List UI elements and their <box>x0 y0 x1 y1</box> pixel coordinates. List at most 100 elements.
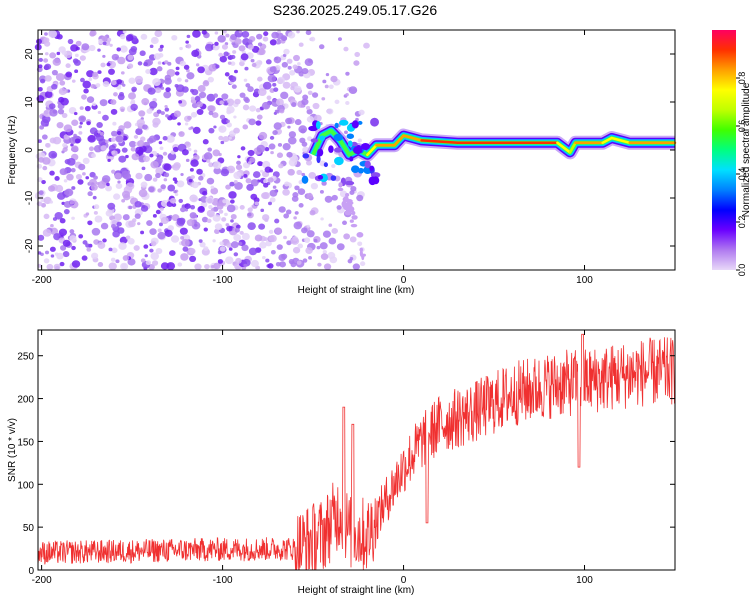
spectrogram-noise-blob <box>42 165 48 171</box>
spectrogram-noise-blob <box>296 30 300 34</box>
spectrogram-noise-blob <box>92 71 99 78</box>
spectrogram-noise-blob <box>200 201 208 208</box>
spectrogram-noise-blob <box>122 214 130 221</box>
spectrogram-xtick-label: 0 <box>401 275 407 286</box>
spectrogram-noise-blob <box>187 115 192 121</box>
spectrogram-onset-blob <box>334 156 344 166</box>
spectrogram-noise-blob <box>180 173 184 177</box>
spectrogram-noise-blob <box>233 252 239 257</box>
spectrogram-noise-blob <box>117 180 121 184</box>
spectrogram-noise-blob <box>70 167 76 173</box>
spectrogram-noise-blob <box>144 254 148 258</box>
spectrogram-noise-blob <box>284 181 290 187</box>
spectrogram-noise-blob <box>100 222 109 230</box>
spectrogram-noise-blob <box>293 85 302 93</box>
spectrogram-noise-blob <box>178 198 184 203</box>
spectrogram-noise-blob <box>49 200 54 204</box>
spectrogram-noise-blob <box>140 205 149 212</box>
spectrogram-noise-blob <box>157 228 162 233</box>
spectrogram-noise-blob <box>63 200 72 208</box>
spectrogram-noise-blob <box>210 185 215 189</box>
spectrogram-noise-blob <box>345 92 349 97</box>
spectrogram-noise-blob <box>71 260 81 268</box>
spectrogram-noise-blob <box>74 53 79 58</box>
spectrogram-onset-blob <box>344 180 355 186</box>
spectrogram-noise-blob <box>136 118 145 127</box>
spectrogram-noise-blob <box>79 55 86 61</box>
spectrogram-track-core <box>366 143 378 157</box>
spectrogram-noise-blob <box>102 54 106 58</box>
spectrogram-noise-blob <box>296 260 302 265</box>
spectrogram-noise-blob <box>60 245 67 251</box>
spectrogram-noise-blob <box>266 95 272 100</box>
spectrogram-noise-blob <box>348 86 358 94</box>
spectrogram-noise-blob <box>119 45 128 53</box>
spectrogram-noise-blob <box>306 115 315 123</box>
spectrogram-noise-blob <box>164 107 170 112</box>
spectrogram-noise-blob <box>123 121 132 129</box>
spectrogram-onset-blob <box>368 176 377 186</box>
spectrogram-noise-blob <box>186 72 195 80</box>
spectrogram-noise-blob <box>198 175 204 181</box>
spectrogram-noise-blob <box>121 170 131 179</box>
spectrogram-noise-blob <box>226 225 233 232</box>
spectrogram-onset-blob <box>346 133 355 139</box>
spectrogram-noise-blob <box>108 247 113 252</box>
spectrogram-noise-blob <box>213 167 222 175</box>
spectrogram-noise-blob <box>181 149 189 156</box>
spectrogram-noise-blob <box>91 252 99 260</box>
spectrogram-noise-blob <box>115 182 123 190</box>
spectrogram-noise-blob <box>199 241 206 248</box>
spectrogram-noise-blob <box>113 213 122 221</box>
spectrogram-xtick-label: 100 <box>576 275 593 286</box>
snr-line <box>37 333 676 571</box>
spectrogram-noise-blob <box>53 263 61 271</box>
spectrogram-noise-blob <box>238 45 246 52</box>
spectrogram-noise-blob <box>44 63 52 70</box>
spectrogram-noise-blob <box>82 80 92 89</box>
spectrogram-noise-blob <box>349 190 355 195</box>
spectrogram-noise-blob <box>193 154 200 161</box>
spectrogram-tail-blob <box>349 219 354 223</box>
spectrogram-noise-blob <box>297 62 301 66</box>
spectrogram-noise-blob <box>127 54 134 61</box>
spectrogram-noise-blob <box>81 94 87 100</box>
spectrogram-noise-blob <box>80 116 85 121</box>
spectrogram-onset-blob <box>301 175 309 184</box>
spectrogram-noise-blob <box>120 71 125 75</box>
spectrogram-noise-blob <box>152 122 159 128</box>
spectrogram-noise-blob <box>122 135 128 141</box>
spectrogram-noise-blob <box>282 142 291 151</box>
spectrogram-noise-blob <box>113 193 121 200</box>
spectrogram-onset-blob <box>315 121 321 130</box>
spectrogram-noise-blob <box>225 223 230 227</box>
spectrogram-noise-blob <box>279 108 285 114</box>
spectrogram-noise-blob <box>135 172 143 180</box>
spectrogram-noise-blob <box>187 147 192 152</box>
spectrogram-noise-blob <box>230 214 237 220</box>
spectrogram-noise-blob <box>285 209 292 215</box>
spectrogram-noise-blob <box>44 250 50 255</box>
spectrogram-noise-blob <box>49 52 57 59</box>
snr-xtick-label: 100 <box>576 575 593 586</box>
spectrogram-noise-blob <box>213 262 221 270</box>
spectrogram-xtick-label: -200 <box>32 275 52 286</box>
spectrogram-noise-blob <box>116 79 123 85</box>
spectrogram-onset-blob <box>317 175 324 180</box>
spectrogram-noise-blob <box>93 204 100 210</box>
spectrogram-noise-blob <box>95 83 101 88</box>
spectrogram-noise-blob <box>219 246 226 252</box>
spectrogram-noise-blob <box>37 177 43 183</box>
spectrogram-noise-blob <box>143 61 148 67</box>
spectrogram-noise-blob <box>82 172 86 176</box>
spectrogram-noise-blob <box>184 79 189 83</box>
spectrogram-noise-blob <box>324 195 333 203</box>
spectrogram-noise-blob <box>117 227 125 234</box>
spectrogram-noise-blob <box>210 265 215 269</box>
spectrogram-noise-blob <box>249 157 256 163</box>
spectrogram-noise-blob <box>247 212 252 217</box>
spectrogram-noise-blob <box>269 189 278 197</box>
spectrogram-noise-blob <box>121 147 128 153</box>
spectrogram-noise-blob <box>261 101 271 110</box>
spectrogram-noise-blob <box>292 246 301 254</box>
